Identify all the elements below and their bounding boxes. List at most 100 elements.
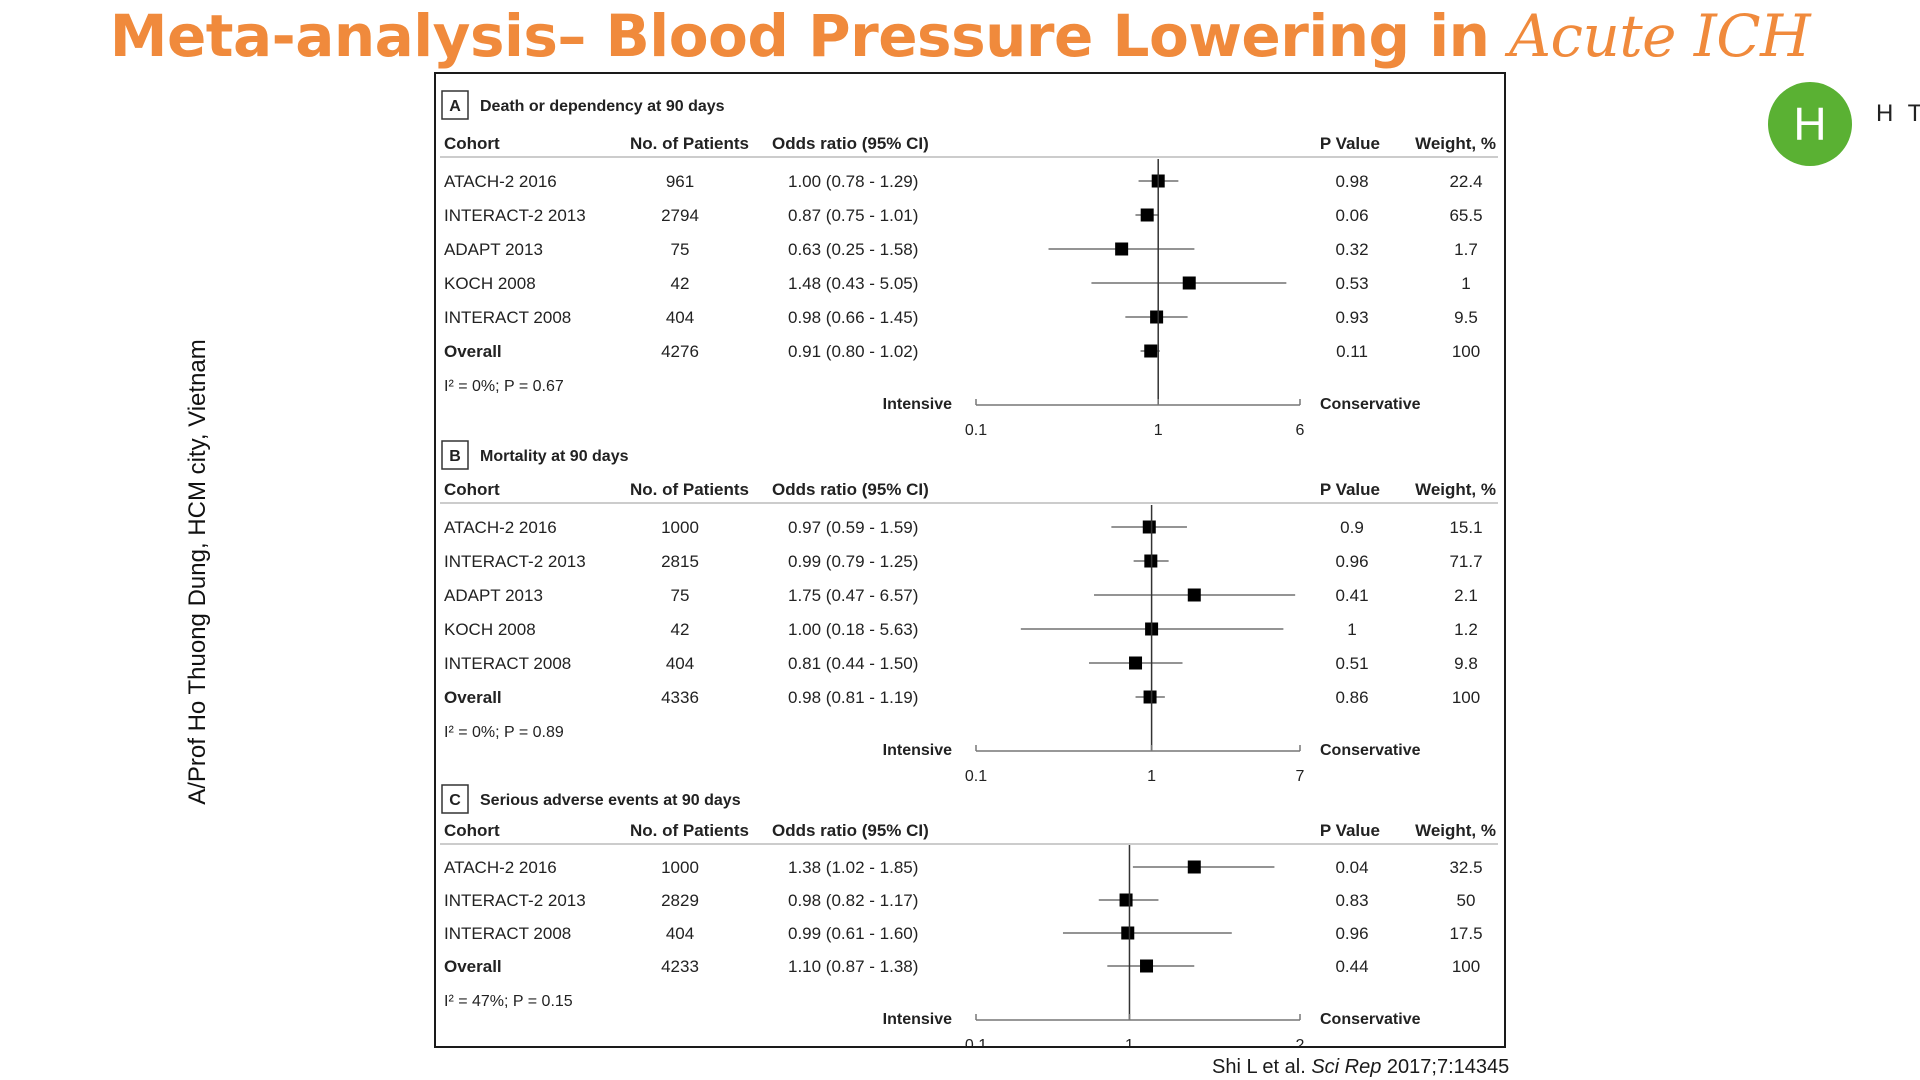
panel-b-row-patients: 404 [666,654,694,673]
panel-a-row-patients: 961 [666,172,694,191]
panel-b-row-odds-ratio-text: 1.00 (0.18 - 5.63) [788,620,918,639]
panel-b-row-or-marker [1143,690,1157,704]
panel-c-row-cohort: Overall [444,957,502,976]
panel-b-row-p-value: 0.41 [1335,586,1368,605]
panel-a-row-p-value: 0.11 [1336,342,1368,361]
panel-c-axis-label-conservative: Conservative [1320,1011,1421,1028]
panel-b-row-patients: 4336 [661,688,699,707]
panel-c-row-weight: 100 [1452,957,1480,976]
panel-a-heterogeneity: I² = 0%; P = 0.67 [444,378,564,395]
panel-c-header-patients: No. of Patients [630,821,749,840]
panel-a-row-odds-ratio-text: 0.98 (0.66 - 1.45) [788,308,918,327]
panel-b-row-p-value: 0.96 [1335,552,1368,571]
panel-c-letter: C [449,792,461,809]
panel-b-header-cohort: Cohort [444,480,500,499]
panel-c-row-odds-ratio-text: 1.38 (1.02 - 1.85) [788,858,918,877]
panel-b-row-weight: 100 [1452,688,1480,707]
panel-c-row-cohort: INTERACT-2 2013 [444,891,586,910]
panel-a-row-p-value: 0.98 [1335,172,1368,191]
panel-c-row-p-value: 0.44 [1335,957,1368,976]
panel-b-row-odds-ratio-text: 1.75 (0.47 - 6.57) [788,586,918,605]
panel-b-title: Mortality at 90 days [480,448,629,465]
presenter-initials: H T [1876,100,1920,127]
panel-a-title: Death or dependency at 90 days [480,98,725,115]
panel-b-row-or-marker [1144,554,1158,568]
panel-c-x-tick-label: 0.1 [965,1037,987,1046]
panel-b-row-odds-ratio-text: 0.97 (0.59 - 1.59) [788,518,918,537]
slide-title-main: Meta-analysis– Blood Pressure Lowering i… [109,2,1510,70]
panel-a-row-patients: 75 [671,240,690,259]
panel-c-title: Serious adverse events at 90 days [480,792,741,809]
panel-a-row-p-value: 0.93 [1335,308,1368,327]
panel-b-row-odds-ratio-text: 0.81 (0.44 - 1.50) [788,654,918,673]
panel-c-row-odds-ratio-text: 0.98 (0.82 - 1.17) [788,891,918,910]
panel-c-axis-label-intensive: Intensive [883,1011,952,1028]
panel-b-header-p-value: P Value [1320,480,1380,499]
panel-a-row-odds-ratio-text: 0.87 (0.75 - 1.01) [788,206,918,225]
panel-a-header-weight: Weight, % [1415,134,1496,153]
panel-c-row-weight: 17.5 [1449,924,1482,943]
panel-c-row-weight: 32.5 [1449,858,1482,877]
panel-b-row-weight: 1.2 [1454,620,1478,639]
panel-a-header-odds-ratio: Odds ratio (95% CI) [772,134,929,153]
panel-b-x-tick-label: 7 [1296,768,1305,785]
panel-a-row-odds-ratio-text: 1.48 (0.43 - 5.05) [788,274,918,293]
panel-a-row-or-marker [1144,344,1158,358]
panel-a-header-p-value: P Value [1320,134,1380,153]
panel-a-axis-label-conservative: Conservative [1320,396,1421,413]
panel-b-row-cohort: INTERACT-2 2013 [444,552,586,571]
panel-a-x-tick-label: 0.1 [965,422,987,439]
panel-c-heterogeneity: I² = 47%; P = 0.15 [444,993,573,1010]
panel-a-row-weight: 65.5 [1449,206,1482,225]
panel-c-row-cohort: ATACH-2 2016 [444,858,557,877]
panel-a-x-tick-label: 6 [1296,422,1305,439]
panel-c-row-odds-ratio-text: 0.99 (0.61 - 1.60) [788,924,918,943]
panel-a-row-or-marker [1150,310,1164,324]
panel-a-row-patients: 42 [671,274,690,293]
forest-plot-svg: A Death or dependency at 90 days Cohort No.… [440,90,1498,1046]
panel-c-row-p-value: 0.83 [1335,891,1368,910]
panel-b-header-weight: Weight, % [1415,480,1496,499]
panel-a-row-cohort: INTERACT 2008 [444,308,571,327]
panel-b-row-weight: 9.8 [1454,654,1478,673]
panel-a-row-or-marker [1182,276,1196,290]
panel-c-row-or-marker [1121,926,1135,940]
panel-b-row-p-value: 0.86 [1335,688,1368,707]
panel-b-row-or-marker [1142,520,1156,534]
side-author-credit: A/Prof Ho Thuong Dung, HCM city, Vietnam [184,339,211,805]
panel-a-row-cohort: ADAPT 2013 [444,240,543,259]
panel-a-row-odds-ratio-text: 0.63 (0.25 - 1.58) [788,240,918,259]
panel-a-row-or-marker [1140,208,1154,222]
panel-b-row-odds-ratio-text: 0.98 (0.81 - 1.19) [788,688,918,707]
panel-c-header-weight: Weight, % [1415,821,1496,840]
citation: Shi L et al. Sci Rep 2017;7:14345 [1212,1056,1509,1079]
panel-a-row-p-value: 0.06 [1335,206,1368,225]
slide-title: Meta-analysis– Blood Pressure Lowering i… [0,0,1920,72]
panel-c-row-cohort: INTERACT 2008 [444,924,571,943]
panel-b-row-p-value: 1 [1347,620,1356,639]
panel-a-row-patients: 4276 [661,342,699,361]
panel-a-row-weight: 1 [1461,274,1470,293]
panel-b-row-weight: 71.7 [1449,552,1482,571]
panel-b-letter: B [449,448,461,465]
panel-a-header-cohort: Cohort [444,134,500,153]
panel-a-row-weight: 100 [1452,342,1480,361]
panel-a-row-cohort: ATACH-2 2016 [444,172,557,191]
panel-b-x-tick-label: 0.1 [965,768,987,785]
panel-b-row-weight: 15.1 [1449,518,1482,537]
panel-b-x-tick-label: 1 [1147,768,1156,785]
panel-b-row-or-marker [1187,588,1201,602]
panel-b-header-patients: No. of Patients [630,480,749,499]
panel-a-row-cohort: KOCH 2008 [444,274,536,293]
panel-c-row-or-marker [1140,959,1154,973]
panel-b-row-cohort: ATACH-2 2016 [444,518,557,537]
panel-a-axis-label-intensive: Intensive [883,396,952,413]
panel-c-row-p-value: 0.04 [1335,858,1368,877]
panel-c-row-or-marker [1187,860,1201,874]
panel-a-row-odds-ratio-text: 1.00 (0.78 - 1.29) [788,172,918,191]
panel-c-row-patients: 2829 [661,891,699,910]
panel-c-header-odds-ratio: Odds ratio (95% CI) [772,821,929,840]
panel-b-row-cohort: Overall [444,688,502,707]
panel-a-row-patients: 2794 [661,206,699,225]
panel-c-header-p-value: P Value [1320,821,1380,840]
